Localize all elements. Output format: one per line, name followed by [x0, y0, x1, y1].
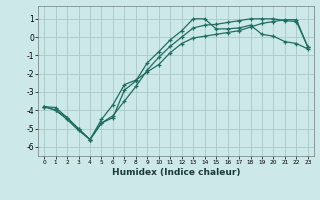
- X-axis label: Humidex (Indice chaleur): Humidex (Indice chaleur): [112, 168, 240, 177]
